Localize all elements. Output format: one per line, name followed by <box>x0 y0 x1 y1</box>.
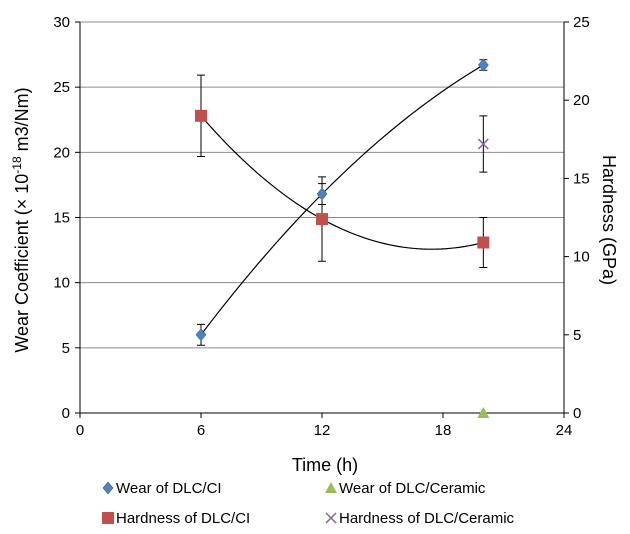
right-axis-title: Hardness (GPa) <box>599 155 619 285</box>
left-axis-title-prefix: Wear Coefficient (× 10 <box>12 174 32 353</box>
legend-item: Hardness of DLC/CI <box>102 510 250 527</box>
data-point <box>195 109 207 122</box>
legend-item: Hardness of DLC/Ceramic <box>325 510 515 527</box>
legend: Wear of DLC/CI Wear of DLC/Ceramic Hardnes… <box>102 480 515 527</box>
data-point <box>477 236 490 249</box>
x-tick-label: 6 <box>197 422 205 439</box>
legend-marker <box>325 482 337 493</box>
data-point <box>195 328 207 342</box>
left-tick-label: 5 <box>62 340 70 357</box>
left-tick-label: 10 <box>53 275 70 292</box>
left-axis-title-suffix: m3/Nm) <box>12 87 32 156</box>
right-tick-label: 5 <box>573 327 581 344</box>
left-tick-label: 0 <box>62 405 70 422</box>
data-point <box>477 58 489 72</box>
right-tick-label: 0 <box>573 405 581 422</box>
x-axis-title: Time (h) <box>292 455 358 475</box>
trendline-2 <box>200 115 484 250</box>
legend-label: Hardness of DLC/CI <box>116 510 250 527</box>
right-tick-label: 25 <box>573 14 590 31</box>
right-axis-ticks: 0 5 10 15 20 25 <box>573 14 590 422</box>
data-point <box>316 187 328 201</box>
error-bars <box>197 59 488 346</box>
left-axis-title: Wear Coefficient (× 10-18 m3/Nm) <box>10 87 32 352</box>
right-tick-label: 10 <box>573 249 590 266</box>
trendlines <box>200 64 484 336</box>
data-point <box>316 213 328 226</box>
data-point <box>477 138 489 150</box>
x-tick-label: 24 <box>556 422 573 439</box>
trendline-0 <box>200 64 484 336</box>
legend-marker <box>325 512 337 524</box>
legend-marker <box>102 512 114 524</box>
x-tick-label: 12 <box>314 422 331 439</box>
legend-label: Wear of DLC/Ceramic <box>339 480 486 497</box>
legend-item: Wear of DLC/Ceramic <box>325 480 486 497</box>
left-axis-title-exponent: -18 <box>10 156 24 174</box>
left-axis-ticks: 0 5 10 15 20 25 30 <box>53 14 70 422</box>
data-point <box>477 407 490 418</box>
left-tick-label: 20 <box>53 144 70 161</box>
right-tick-label: 15 <box>573 170 590 187</box>
legend-item: Wear of DLC/CI <box>102 480 222 497</box>
legend-label: Hardness of DLC/Ceramic <box>339 510 515 527</box>
x-tick-label: 0 <box>76 422 84 439</box>
left-tick-label: 30 <box>53 14 70 31</box>
legend-label: Wear of DLC/CI <box>116 480 222 497</box>
right-tick-label: 20 <box>573 92 590 109</box>
legend-marker <box>102 481 114 495</box>
left-tick-label: 15 <box>53 210 70 227</box>
x-axis-ticks: 0 6 12 18 24 <box>76 422 573 439</box>
left-tick-label: 25 <box>53 79 70 96</box>
x-tick-label: 18 <box>435 422 452 439</box>
data-points <box>195 58 490 418</box>
